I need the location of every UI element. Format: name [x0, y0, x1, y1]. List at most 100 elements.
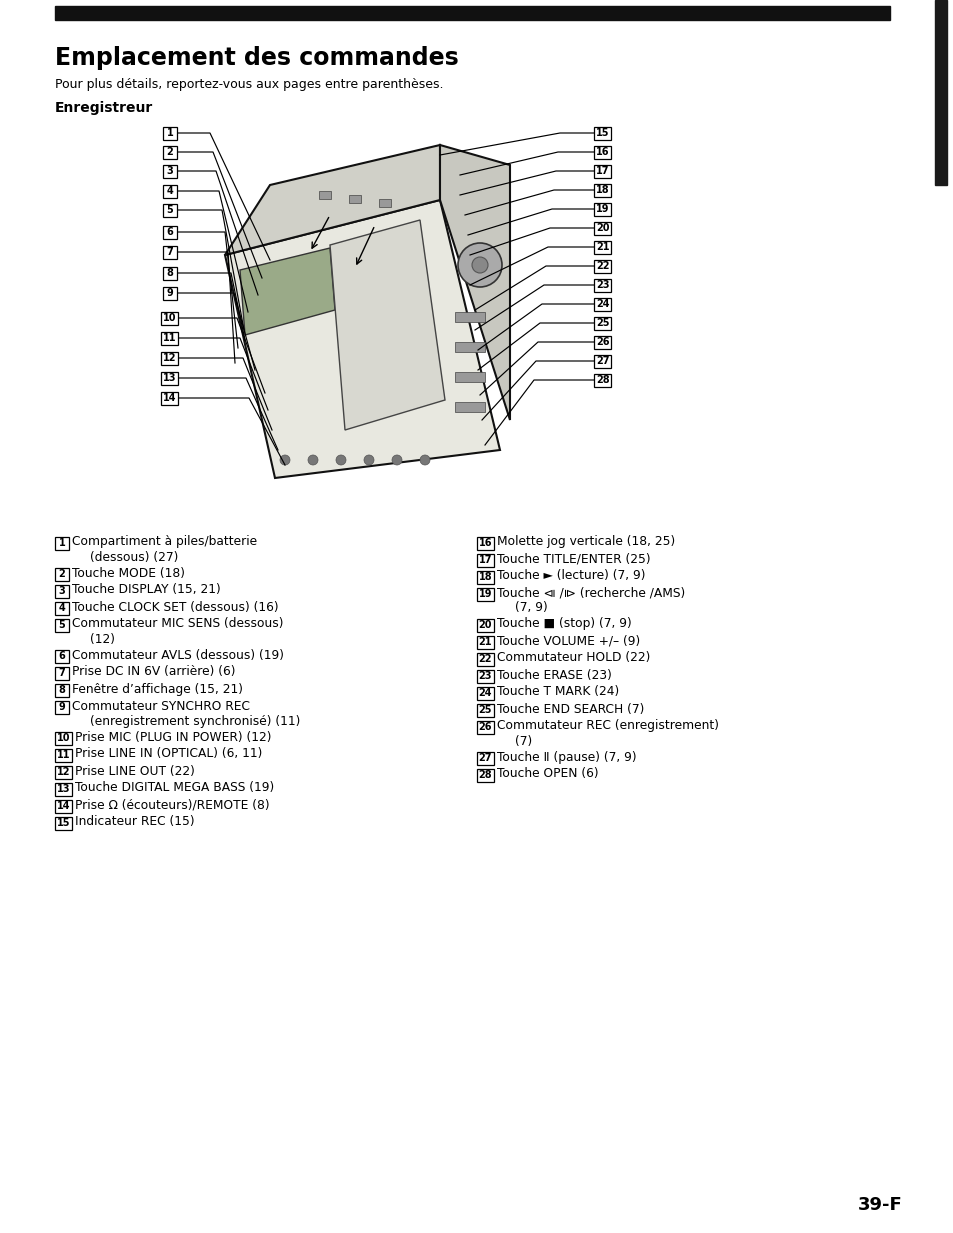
Text: 5: 5: [58, 620, 66, 630]
Bar: [55, 584, 69, 598]
Text: Commutateur SYNCHRO REC: Commutateur SYNCHRO REC: [71, 699, 250, 713]
Bar: [476, 652, 494, 666]
Bar: [594, 259, 611, 272]
Text: 19: 19: [478, 589, 492, 599]
Bar: [55, 766, 71, 778]
Bar: [594, 240, 611, 254]
Bar: [476, 635, 494, 649]
Bar: [55, 602, 69, 614]
Polygon shape: [225, 200, 499, 478]
Bar: [594, 184, 611, 196]
Bar: [55, 783, 71, 795]
Text: Touche ERASE (23): Touche ERASE (23): [497, 668, 611, 682]
Bar: [55, 667, 69, 679]
Bar: [161, 351, 178, 365]
Text: 16: 16: [596, 147, 609, 157]
Text: Touche Ⅱ (pause) (7, 9): Touche Ⅱ (pause) (7, 9): [497, 751, 636, 763]
Text: 4: 4: [58, 603, 66, 613]
Text: Pour plus détails, reportez-vous aux pages entre parenthèses.: Pour plus détails, reportez-vous aux pag…: [55, 78, 443, 91]
Text: 11: 11: [56, 750, 71, 760]
Text: 14: 14: [56, 801, 71, 811]
Bar: [55, 567, 69, 581]
Text: 28: 28: [596, 375, 609, 385]
Bar: [594, 164, 611, 178]
Bar: [55, 731, 71, 745]
Bar: [594, 222, 611, 234]
Text: 9: 9: [167, 289, 173, 298]
Bar: [55, 700, 69, 714]
Text: (7): (7): [515, 735, 532, 747]
Text: 26: 26: [478, 723, 492, 732]
Text: 24: 24: [478, 688, 492, 698]
Text: Touche VOLUME +/– (9): Touche VOLUME +/– (9): [497, 635, 639, 647]
Text: 23: 23: [596, 280, 609, 290]
Bar: [161, 312, 178, 324]
Bar: [455, 342, 484, 351]
Bar: [55, 799, 71, 813]
Bar: [55, 6, 889, 20]
Bar: [161, 371, 178, 385]
Text: 39-F: 39-F: [857, 1196, 902, 1215]
Text: 27: 27: [596, 356, 609, 366]
Circle shape: [472, 256, 488, 272]
Text: Commutateur MIC SENS (dessous): Commutateur MIC SENS (dessous): [71, 618, 283, 630]
Text: 23: 23: [478, 671, 492, 681]
Text: Prise Ω (écouteurs)/REMOTE (8): Prise Ω (écouteurs)/REMOTE (8): [75, 799, 270, 811]
Text: Touche ⧏ /⧐ (recherche /AMS): Touche ⧏ /⧐ (recherche /AMS): [497, 587, 684, 599]
Text: Touche DIGITAL MEGA BASS (19): Touche DIGITAL MEGA BASS (19): [75, 782, 274, 794]
Bar: [161, 392, 178, 404]
Text: 21: 21: [478, 637, 492, 647]
Bar: [163, 164, 177, 178]
Circle shape: [364, 455, 374, 465]
Text: 7: 7: [167, 247, 173, 256]
Bar: [455, 372, 484, 382]
Text: Commutateur AVLS (dessous) (19): Commutateur AVLS (dessous) (19): [71, 649, 284, 661]
Text: 2: 2: [167, 147, 173, 157]
Circle shape: [392, 455, 401, 465]
Bar: [476, 587, 494, 600]
Polygon shape: [439, 145, 510, 420]
Text: Touche CLOCK SET (dessous) (16): Touche CLOCK SET (dessous) (16): [71, 600, 278, 614]
Polygon shape: [349, 195, 360, 203]
Polygon shape: [225, 145, 439, 255]
Bar: [476, 670, 494, 683]
Bar: [55, 683, 69, 697]
Bar: [476, 619, 494, 631]
Bar: [594, 335, 611, 349]
Circle shape: [457, 243, 501, 287]
Text: 28: 28: [478, 769, 492, 780]
Bar: [55, 650, 69, 662]
Text: Touche TITLE/ENTER (25): Touche TITLE/ENTER (25): [497, 552, 650, 566]
Bar: [594, 355, 611, 367]
Bar: [594, 279, 611, 291]
Text: 25: 25: [478, 705, 492, 715]
Bar: [55, 748, 71, 762]
Bar: [161, 332, 178, 344]
Bar: [163, 145, 177, 159]
Text: 9: 9: [58, 702, 66, 711]
Text: 17: 17: [478, 555, 492, 565]
Bar: [163, 286, 177, 300]
Text: 18: 18: [478, 572, 492, 582]
Text: Touche ■ (stop) (7, 9): Touche ■ (stop) (7, 9): [497, 618, 631, 630]
Bar: [163, 245, 177, 259]
Text: 15: 15: [596, 128, 609, 138]
Bar: [55, 536, 69, 550]
Text: (12): (12): [90, 633, 115, 646]
Bar: [455, 402, 484, 412]
Text: 6: 6: [167, 227, 173, 237]
Bar: [55, 816, 71, 830]
Text: 4: 4: [167, 186, 173, 196]
Text: Prise MIC (PLUG IN POWER) (12): Prise MIC (PLUG IN POWER) (12): [75, 730, 272, 743]
Text: 19: 19: [596, 203, 609, 215]
Text: Fenêtre d’affichage (15, 21): Fenêtre d’affichage (15, 21): [71, 683, 243, 695]
Bar: [476, 571, 494, 583]
Text: 12: 12: [163, 353, 176, 363]
Text: 12: 12: [56, 767, 71, 777]
Text: 26: 26: [596, 337, 609, 346]
Text: 22: 22: [478, 653, 492, 665]
Text: Prise DC IN 6V (arrière) (6): Prise DC IN 6V (arrière) (6): [71, 666, 235, 678]
Polygon shape: [330, 219, 444, 430]
Text: 25: 25: [596, 318, 609, 328]
Text: Prise LINE OUT (22): Prise LINE OUT (22): [75, 764, 194, 778]
